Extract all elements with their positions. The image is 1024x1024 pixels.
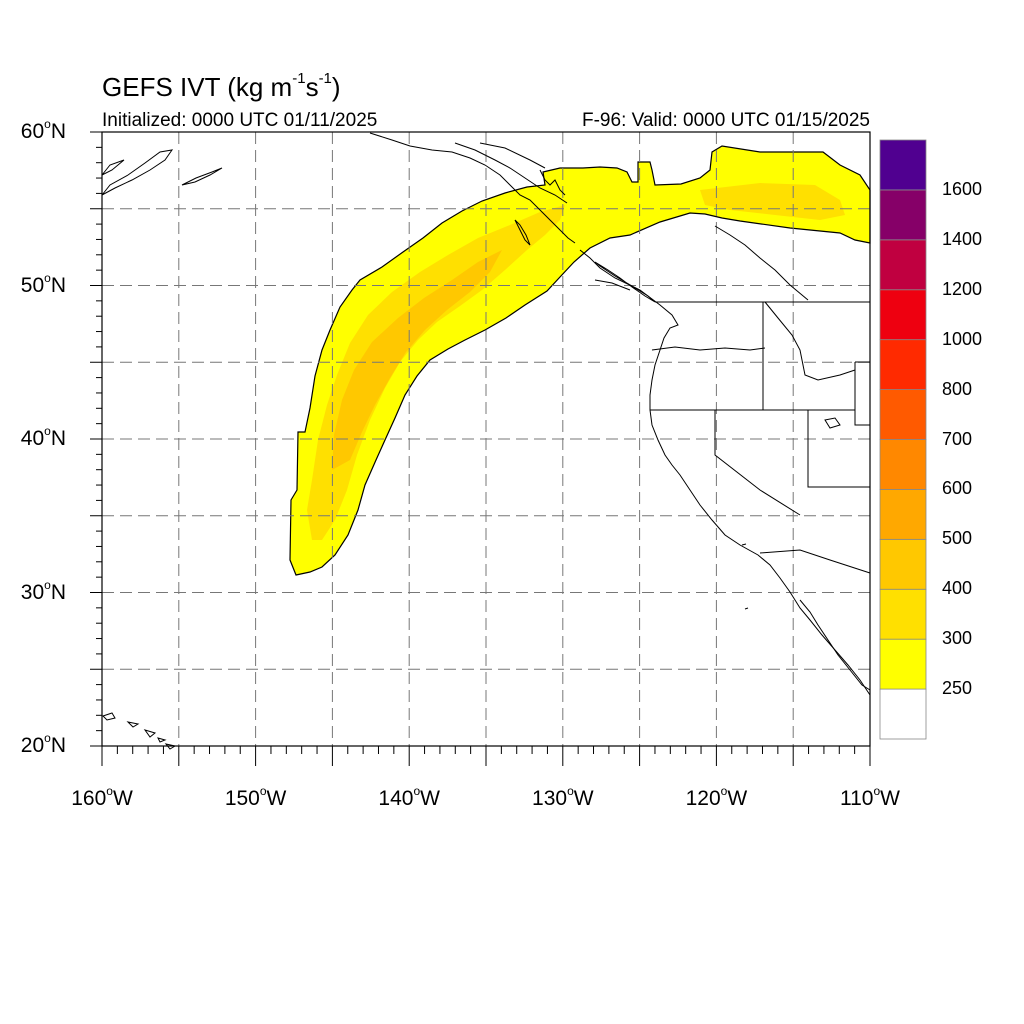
colorbar-swatch bbox=[879, 339, 927, 390]
colorbar-level-label: 500 bbox=[942, 528, 973, 549]
colorbar-swatch bbox=[879, 139, 927, 191]
colorbar-level-label: 300 bbox=[942, 628, 973, 649]
colorbar-swatch bbox=[879, 189, 927, 241]
graticule bbox=[102, 132, 870, 746]
init-time-label: Initialized: 0000 UTC 01/11/2025 bbox=[102, 110, 378, 131]
colorbar-swatch bbox=[879, 389, 927, 440]
coastlines-and-borders bbox=[101, 132, 871, 750]
colorbar-swatch bbox=[879, 538, 927, 590]
colorbar bbox=[879, 139, 927, 740]
map-frame bbox=[101, 131, 871, 747]
lat-label: 40oN bbox=[20, 424, 66, 450]
ivt-plume-core bbox=[332, 250, 502, 470]
ivt-plume-mid-east bbox=[700, 183, 845, 220]
lat-label: 50oN bbox=[20, 270, 66, 297]
colorbar-level-label: 1000 bbox=[942, 328, 983, 349]
ivt-plume-outer bbox=[289, 145, 871, 576]
colorbar-swatch bbox=[879, 439, 927, 490]
valid-time-label: F-96: Valid: 0000 UTC 01/15/2025 bbox=[582, 110, 870, 131]
colorbar-level-label: 400 bbox=[942, 578, 973, 599]
colorbar-swatch bbox=[879, 638, 927, 690]
colorbar-level-label: 250 bbox=[942, 678, 973, 699]
colorbar-swatch bbox=[879, 489, 927, 540]
colorbar-level-label: 700 bbox=[942, 428, 973, 449]
colorbar-swatch bbox=[879, 688, 927, 740]
colorbar-level-label: 1200 bbox=[942, 278, 983, 299]
colorbar-swatch bbox=[879, 588, 927, 640]
lon-label: 150oW bbox=[224, 784, 287, 810]
axis-ticks bbox=[90, 131, 871, 766]
lon-label: 130oW bbox=[532, 784, 594, 810]
lat-label: 60oN bbox=[20, 117, 66, 143]
lon-label: 140oW bbox=[378, 784, 440, 810]
lat-label: 30oN bbox=[20, 577, 66, 604]
colorbar-level-label: 800 bbox=[942, 378, 973, 399]
lon-label: 110oW bbox=[840, 784, 900, 810]
lon-label: 120oW bbox=[685, 784, 748, 810]
ivt-shading bbox=[289, 145, 871, 576]
colorbar-level-label: 1400 bbox=[942, 228, 983, 249]
colorbar-swatch bbox=[879, 289, 927, 341]
lat-label: 20oN bbox=[20, 731, 66, 757]
colorbar-level-label: 600 bbox=[942, 478, 973, 499]
lon-label: 160oW bbox=[71, 784, 133, 810]
map-title: GEFS IVT (kg m-1s-1) bbox=[102, 70, 341, 102]
colorbar-swatch bbox=[879, 239, 927, 291]
colorbar-level-label: 1600 bbox=[942, 178, 983, 199]
